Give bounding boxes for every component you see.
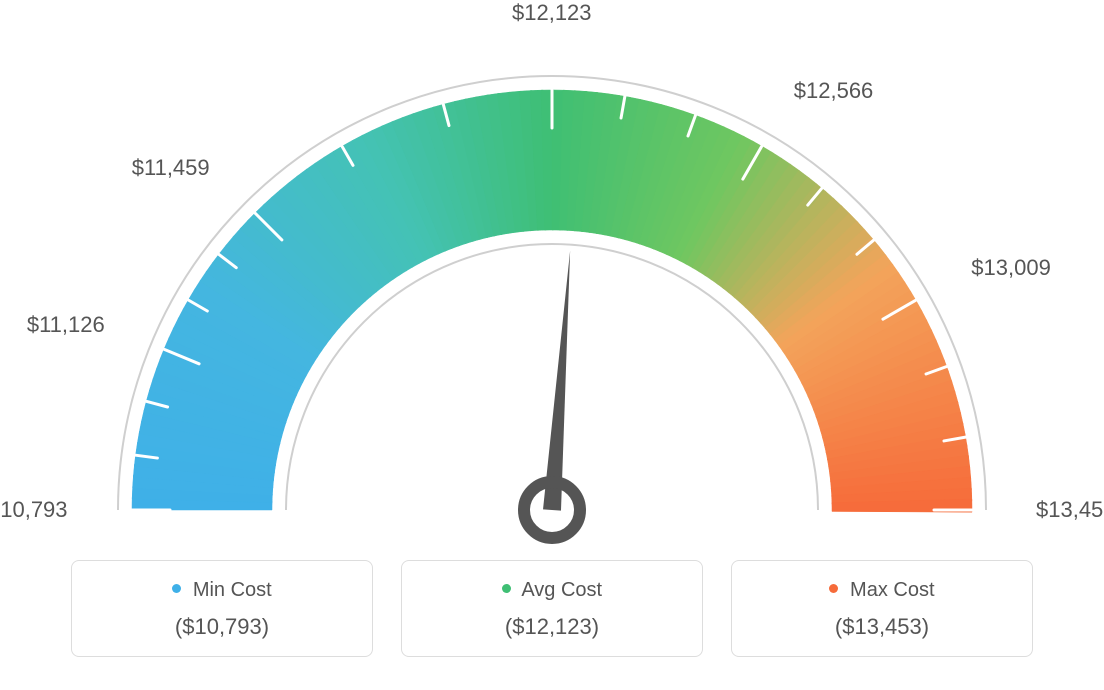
legend-value: ($13,453)	[732, 614, 1032, 640]
legend-title-max: Max Cost	[732, 579, 1032, 602]
dot-icon	[172, 584, 181, 593]
legend-value: ($12,123)	[402, 614, 702, 640]
legend-title-min: Min Cost	[72, 579, 372, 602]
gauge-chart: $10,793 $11,126 $11,459 $12,123 $12,566 $13,0…	[0, 0, 1104, 560]
legend-card-min: Min Cost ($10,793)	[71, 560, 373, 657]
legend-card-avg: Avg Cost ($12,123)	[401, 560, 703, 657]
gauge-tick-label: $13,009	[971, 255, 1051, 281]
gauge-tick-label: $12,566	[794, 78, 874, 104]
gauge-svg	[0, 0, 1104, 560]
gauge-tick-label: $13,453	[1036, 497, 1104, 523]
gauge-tick-label: $10,793	[0, 497, 68, 523]
dot-icon	[502, 584, 511, 593]
legend-label: Avg Cost	[521, 579, 602, 601]
legend-row: Min Cost ($10,793) Avg Cost ($12,123) Ma…	[0, 560, 1104, 657]
legend-label: Min Cost	[193, 579, 272, 601]
legend-card-max: Max Cost ($13,453)	[731, 560, 1033, 657]
legend-title-avg: Avg Cost	[402, 579, 702, 602]
legend-label: Max Cost	[850, 579, 934, 601]
dot-icon	[829, 584, 838, 593]
legend-value: ($10,793)	[72, 614, 372, 640]
gauge-tick-label: $12,123	[512, 0, 592, 26]
gauge-tick-label: $11,126	[27, 312, 105, 338]
gauge-tick-label: $11,459	[132, 155, 210, 181]
